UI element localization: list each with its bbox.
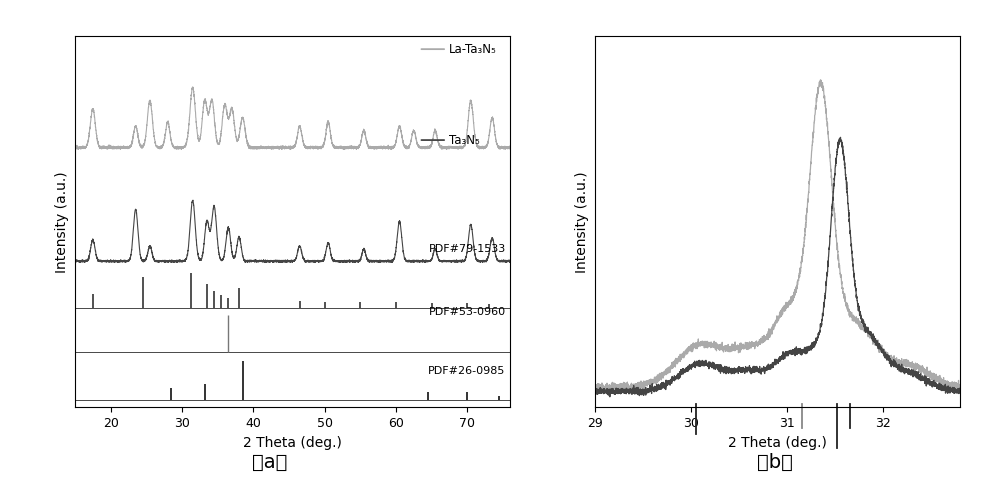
Text: PDF#26-0985: PDF#26-0985: [428, 366, 506, 376]
Text: PDF#79-1533: PDF#79-1533: [428, 244, 506, 254]
X-axis label: 2 Theta (deg.): 2 Theta (deg.): [243, 436, 342, 450]
Y-axis label: Intensity (a.u.): Intensity (a.u.): [575, 171, 589, 272]
Text: （a）: （a）: [252, 454, 288, 472]
Text: Ta₃N₅: Ta₃N₅: [449, 134, 480, 147]
Y-axis label: Intensity (a.u.): Intensity (a.u.): [55, 171, 69, 272]
Text: PDF#53-0960: PDF#53-0960: [429, 307, 506, 317]
Text: （b）: （b）: [757, 454, 793, 472]
Text: La-Ta₃N₅: La-Ta₃N₅: [449, 42, 497, 55]
X-axis label: 2 Theta (deg.): 2 Theta (deg.): [728, 436, 827, 450]
